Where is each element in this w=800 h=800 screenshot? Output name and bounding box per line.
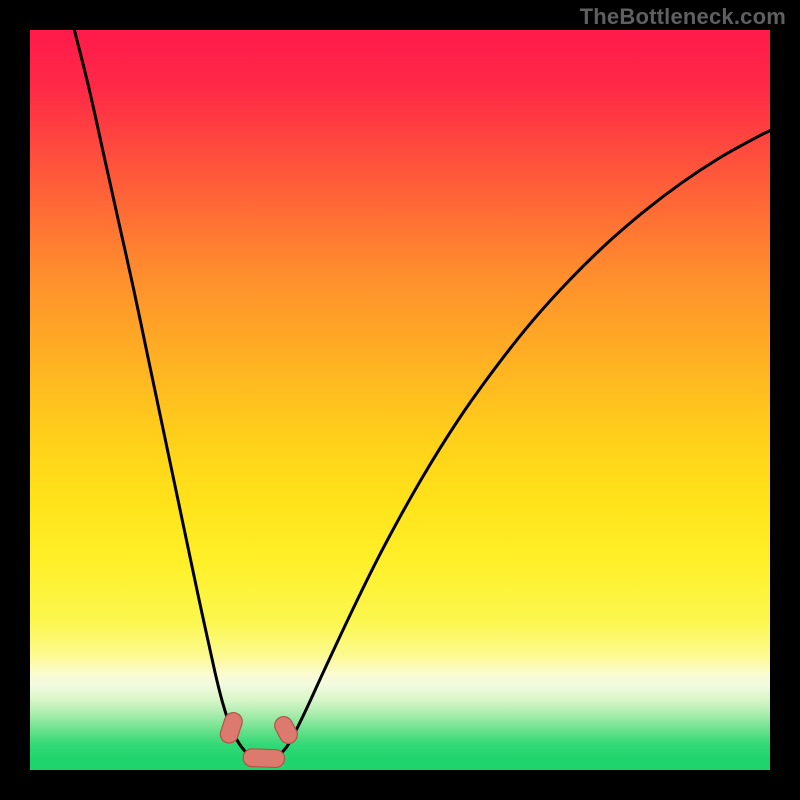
valley-marker — [243, 749, 285, 768]
chart-svg — [0, 0, 800, 800]
watermark-text: TheBottleneck.com — [580, 4, 786, 30]
chart-canvas: TheBottleneck.com — [0, 0, 800, 800]
plot-area — [30, 30, 770, 770]
valley-marker-shape — [243, 749, 285, 768]
